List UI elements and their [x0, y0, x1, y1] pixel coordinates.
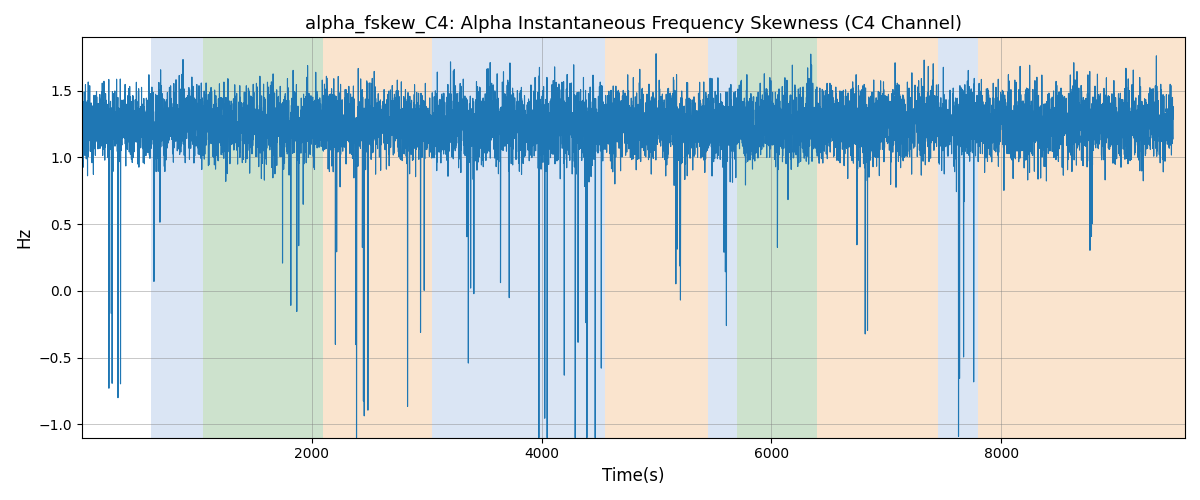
Bar: [432, 38, 605, 438]
Bar: [817, 38, 938, 438]
Bar: [708, 38, 737, 438]
Bar: [151, 38, 203, 438]
Bar: [978, 38, 1186, 438]
X-axis label: Time(s): Time(s): [602, 467, 665, 485]
Bar: [203, 38, 323, 438]
Bar: [323, 38, 432, 438]
Y-axis label: Hz: Hz: [14, 227, 32, 248]
Bar: [737, 38, 817, 438]
Bar: [938, 38, 978, 438]
Bar: [605, 38, 708, 438]
Title: alpha_fskew_C4: Alpha Instantaneous Frequency Skewness (C4 Channel): alpha_fskew_C4: Alpha Instantaneous Freq…: [305, 15, 962, 34]
